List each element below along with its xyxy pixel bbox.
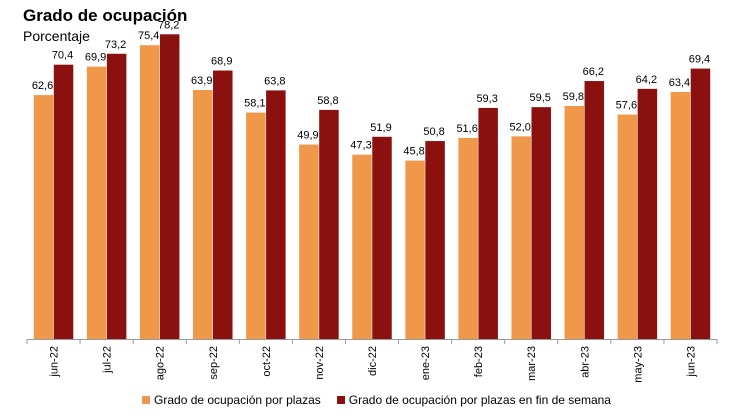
legend-swatch-fin-de-semana: [336, 396, 345, 404]
value-label-fin-de-semana-dic-22: 51,9: [370, 122, 391, 134]
value-labels-group: 62,6 70,4 69,973,2 75,478,2 63,9 68,9 58,1 63,8…: [32, 19, 710, 157]
bar-fin-de-semana-abr-23: [584, 81, 605, 339]
bar-plazas-jun-23: [670, 91, 691, 339]
value-label-plazas-ene-23: 45,8: [403, 146, 424, 158]
bar-plazas-abr-23: [564, 105, 585, 339]
legend-label-fin-de-semana: Grado de ocupación por plazas en fin de …: [348, 393, 611, 407]
value-label-plazas-jun-23: 63,4: [669, 77, 690, 89]
bar-plazas-oct-22: [246, 112, 266, 339]
legend: Grado de ocupación por plazas Grado de o…: [0, 393, 753, 407]
legend-item-fin-de-semana: Grado de ocupación por plazas en fin de …: [336, 393, 611, 407]
bar-fin-de-semana-nov-22: [319, 109, 339, 340]
bar-fin-de-semana-jun-22: [53, 64, 74, 339]
value-label-plazas-jul-22: 69,9: [85, 52, 106, 64]
x-tick-label-sep-22: sep-22: [208, 346, 220, 380]
value-label-fin-de-semana-mar-23: 59,5: [530, 92, 551, 104]
value-label-plazas-ago-22: 75,4: [138, 30, 159, 42]
x-tick-label-jul-22: jul-22: [102, 346, 114, 374]
bar-fin-de-semana-jul-22: [106, 53, 127, 340]
value-label-fin-de-semana-abr-23: 66,2: [583, 66, 604, 78]
chart-title: Grado de ocupación: [23, 6, 188, 25]
x-tick-label-ene-23: ene-23: [420, 346, 432, 380]
x-tick-label-ago-22: ago-22: [155, 346, 167, 380]
x-tick-label-jun-22: jun-22: [49, 346, 61, 378]
bar-plazas-jul-22: [86, 66, 107, 339]
value-label-plazas-sep-22: 63,9: [191, 75, 212, 87]
value-label-fin-de-semana-sep-22: 68,9: [211, 56, 232, 68]
bar-fin-de-semana-ago-22: [159, 34, 180, 340]
value-label-fin-de-semana-nov-22: 58,8: [317, 95, 338, 107]
bar-plazas-feb-23: [458, 137, 478, 339]
bar-fin-de-semana-dic-22: [372, 136, 392, 339]
x-tick-label-may-23: may-23: [632, 346, 644, 383]
bar-fin-de-semana-may-23: [637, 88, 658, 340]
value-label-plazas-abr-23: 59,8: [563, 91, 584, 103]
value-label-plazas-may-23: 57,6: [616, 100, 637, 112]
legend-swatch-plazas: [142, 396, 151, 404]
value-label-fin-de-semana-oct-22: 63,8: [264, 75, 285, 87]
x-tick-label-abr-23: abr-23: [579, 346, 591, 378]
bar-plazas-may-23: [617, 114, 638, 339]
x-tick-label-mar-23: mar-23: [526, 346, 538, 381]
value-label-plazas-oct-22: 58,1: [244, 98, 265, 110]
bar-plazas-mar-23: [511, 136, 531, 339]
bar-fin-de-semana-feb-23: [478, 107, 498, 340]
chart-subtitle: Porcentaje: [23, 28, 90, 44]
value-label-fin-de-semana-feb-23: 59,3: [476, 93, 497, 105]
bar-fin-de-semana-jun-23: [690, 68, 711, 339]
value-label-plazas-jun-22: 62,6: [32, 80, 53, 92]
value-label-fin-de-semana-ago-22: 78,2: [158, 19, 179, 31]
bar-fin-de-semana-sep-22: [213, 70, 233, 339]
legend-label-plazas: Grado de ocupación por plazas: [154, 393, 321, 407]
x-tick-label-jun-23: jun-23: [685, 346, 697, 378]
x-tick-label-oct-22: oct-22: [261, 346, 273, 377]
x-tick-label-dic-22: dic-22: [367, 346, 379, 376]
bar-plazas-nov-22: [299, 144, 319, 339]
value-label-plazas-mar-23: 52,0: [510, 121, 531, 133]
x-axis: jun-22 jul-22 ago-22 sep-22 oct-22 nov-22 dic-…: [26, 339, 718, 383]
legend-item-plazas: Grado de ocupación por plazas: [142, 393, 321, 407]
value-label-plazas-feb-23: 51,6: [456, 123, 477, 135]
value-label-plazas-nov-22: 49,9: [297, 130, 318, 142]
value-label-fin-de-semana-jun-23: 69,4: [689, 54, 710, 66]
bar-plazas-ago-22: [139, 45, 160, 339]
bar-plazas-jun-22: [33, 95, 54, 339]
bar-fin-de-semana-mar-23: [531, 107, 551, 339]
bar-plazas-sep-22: [193, 90, 213, 339]
bar-fin-de-semana-oct-22: [266, 90, 286, 340]
bar-plazas-ene-23: [405, 160, 425, 339]
value-label-fin-de-semana-ene-23: 50,8: [423, 126, 444, 138]
value-label-fin-de-semana-may-23: 64,2: [636, 74, 657, 86]
value-label-plazas-dic-22: 47,3: [350, 140, 371, 152]
value-label-fin-de-semana-jul-22: 73,2: [105, 39, 126, 51]
x-tick-label-feb-23: feb-23: [473, 346, 485, 377]
bars-group: [33, 34, 711, 340]
x-tick-label-nov-22: nov-22: [314, 346, 326, 380]
value-label-fin-de-semana-jun-22: 70,4: [52, 50, 73, 62]
bar-plazas-dic-22: [352, 154, 372, 339]
bar-fin-de-semana-ene-23: [425, 141, 445, 339]
